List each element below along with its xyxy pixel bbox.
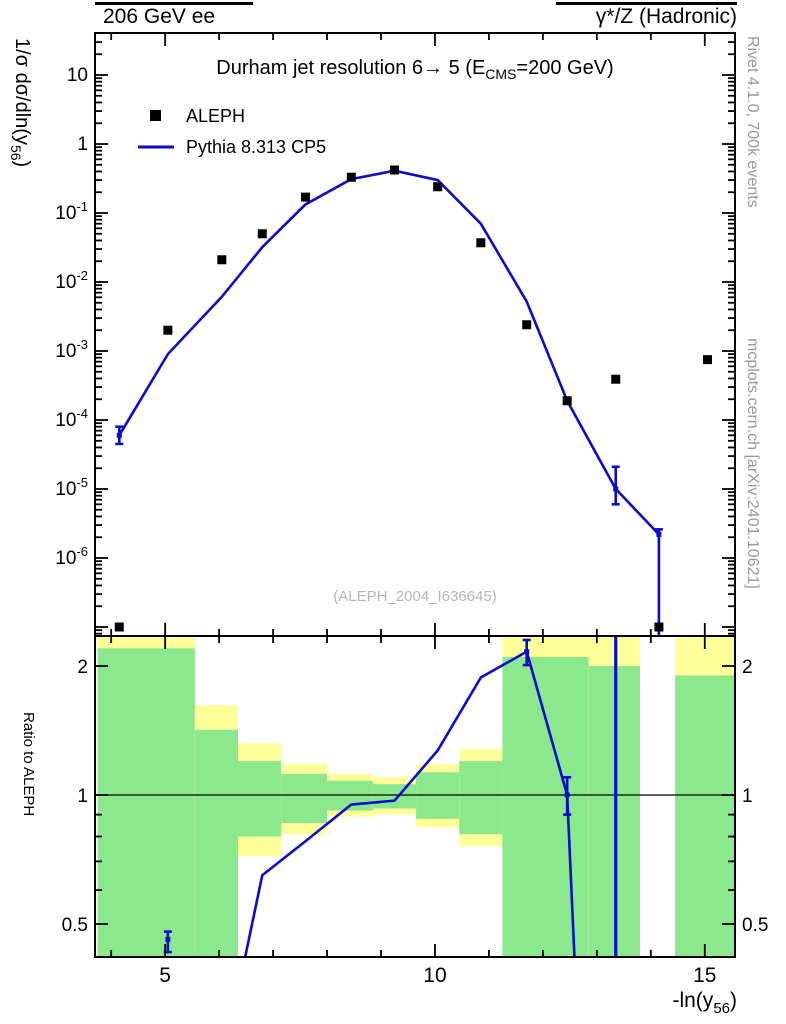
ratio-tick-label-left: 0.5 [62,915,88,936]
x-axis-label-post: ) [730,989,737,1012]
ratio-tick-label-right: 1 [742,786,753,807]
y-tick-label: 10-4 [55,406,88,431]
x-tick-label: 5 [159,964,171,987]
y-axis-label-sub: 56 [8,145,24,161]
y-tick-label: 1 [77,134,88,155]
aleph-data-point [217,255,227,265]
aleph-series [114,165,712,632]
header-left: 206 GeV ee [103,5,215,28]
x-tick-label: 10 [423,964,446,987]
watermark-text: (ALEPH_2004_I636645) [333,588,496,605]
ratio-panel-frame [94,635,736,958]
x-axis-label-pre: -ln(y [672,989,713,1012]
ratio-pythia-series [163,636,618,957]
ratio-uncertainty-bands [97,636,735,957]
aleph-data-point [163,325,173,335]
aleph-data-point [346,172,356,182]
aleph-data-point [433,182,443,192]
y-axis-label: 1/σ dσ/dln(y56) [8,38,33,167]
legend-marker-aleph [150,110,161,121]
ratio-tick-label-left: 1 [77,786,88,807]
plot-title: Durham jet resolution 6→ 5 (ECMS=200 GeV… [216,57,613,82]
mcplots-credit-text: mcplots.cern.ch [arXiv:2401.10621] [744,338,761,589]
y-tick-label: 10-1 [55,199,88,224]
aleph-data-point [522,320,532,330]
y-tick-label: 10-2 [55,268,88,293]
legend-label-pythia: Pythia 8.313 CP5 [186,137,326,157]
y-axis-label-pre: 1/σ dσ/dln(y [11,38,33,145]
aleph-data-point [654,622,664,632]
aleph-data-point [389,165,399,175]
plot-title-sub: CMS [485,66,516,82]
tick-labels: 10 1 10-1 10-2 10-3 10-4 10-5 10-6 5 10 15 0.5 0.5 1 1… [55,65,768,987]
legend-label-aleph: ALEPH [186,106,245,126]
aleph-data-point [257,229,267,239]
y-tick-label: 10-3 [55,337,88,362]
aleph-data-point [114,622,124,632]
header-right: γ*/Z (Hadronic) [596,5,737,28]
aleph-data-point [611,374,621,384]
x-axis-label-sub: 56 [713,1000,730,1017]
axis-ticks [95,33,735,957]
aleph-data-point [476,238,486,248]
rivet-credit-text: Rivet 4.1.0, 700k events [744,36,761,208]
aleph-data-point [562,396,572,406]
chart-geometry: 10 1 10-1 10-2 10-3 10-4 10-5 10-6 5 10 15 0.5 0.5 1 1… [55,32,768,987]
aleph-data-point [702,355,712,365]
y-tick-label: 10 [67,65,88,86]
ratio-y-axis-label: Ratio to ALEPH [20,712,37,816]
x-tick-label: 15 [693,964,716,987]
ratio-tick-label-right: 0.5 [742,915,768,936]
y-tick-label: 10-6 [55,544,88,569]
y-axis-label-post: ) [11,161,33,168]
plot-title-pre: Durham jet resolution 6→ 5 (E [216,57,485,79]
plot-title-post: =200 GeV) [516,57,613,79]
aleph-data-point [300,192,310,202]
ratio-tick-label-right: 2 [742,657,753,678]
pythia-series [115,169,663,636]
x-axis-label: -ln(y56) [672,989,737,1017]
y-tick-label: 10-5 [55,475,88,500]
ratio-tick-label-left: 2 [77,657,88,678]
